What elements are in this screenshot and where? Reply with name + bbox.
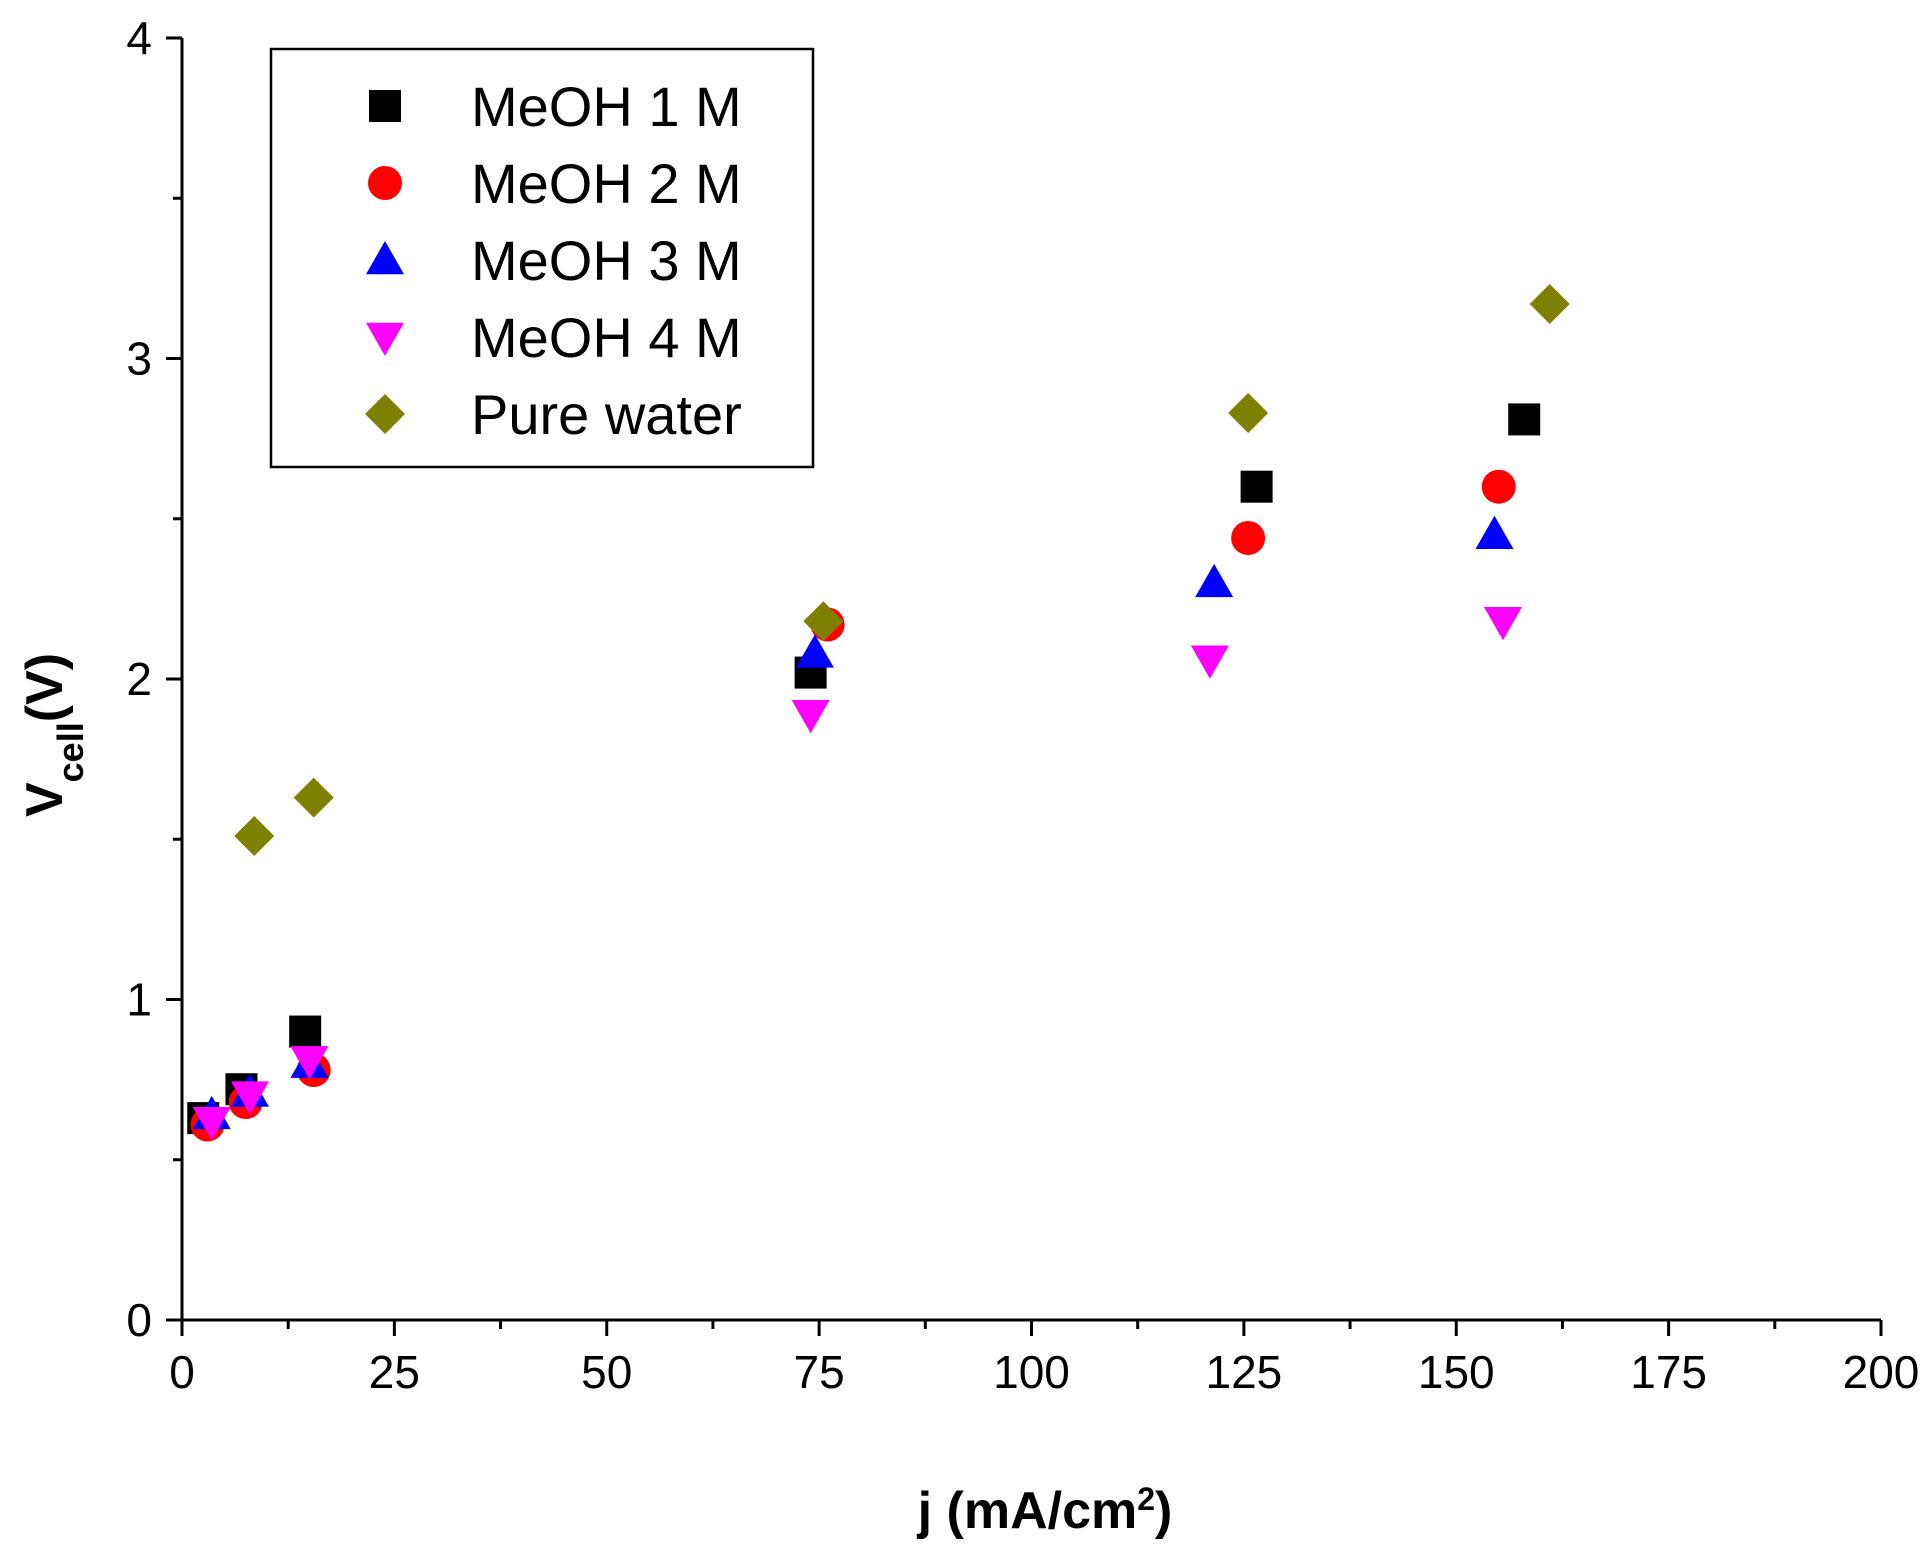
legend-marker xyxy=(365,394,405,434)
data-point xyxy=(1483,607,1522,641)
x-axis-title: j (mA/cm2) xyxy=(917,1481,1173,1540)
legend-marker xyxy=(368,166,402,200)
data-point xyxy=(803,601,844,642)
data-point xyxy=(230,1081,269,1115)
y-tick-label: 3 xyxy=(126,333,152,385)
legend-box xyxy=(269,47,815,469)
legend-marker xyxy=(366,322,404,356)
y-tick-label: 1 xyxy=(126,974,152,1026)
y-tick-label: 0 xyxy=(126,1294,152,1346)
legend: MeOH 1 M MeOH 2 M MeOH 3 M MeOH 4 M Pure wat… xyxy=(269,47,815,469)
legend-label: MeOH 4 M xyxy=(471,306,742,369)
data-point xyxy=(192,1107,231,1141)
legend-label: MeOH 3 M xyxy=(471,229,742,292)
data-markers xyxy=(187,284,1570,1142)
data-point xyxy=(1190,645,1229,679)
data-point xyxy=(791,700,830,734)
series-meoh-4-m xyxy=(192,607,1522,1141)
data-point xyxy=(1195,563,1234,598)
data-point xyxy=(1240,470,1273,503)
x-tick-label: 50 xyxy=(581,1346,632,1398)
data-point xyxy=(290,1046,329,1080)
legend-entry: MeOH 3 M xyxy=(366,229,742,292)
x-tick-label: 100 xyxy=(993,1346,1070,1398)
data-point xyxy=(1231,520,1266,555)
data-point xyxy=(1475,515,1514,550)
data-point xyxy=(1481,469,1516,504)
legend-label: MeOH 2 M xyxy=(471,152,742,215)
y-axis-title: Vcell(V) xyxy=(16,653,91,817)
x-tick-label: 125 xyxy=(1206,1346,1283,1398)
series-meoh-1-m xyxy=(187,403,1541,1135)
tick-labels: 0 25 50 75 100 125 150 175 200 0 1 2 3 4 xyxy=(126,12,1919,1398)
legend-entry: MeOH 2 M xyxy=(368,152,742,215)
series-pure-water xyxy=(234,284,1570,857)
legend-entries: MeOH 1 M MeOH 2 M MeOH 3 M MeOH 4 M Pure wat… xyxy=(365,75,742,446)
x-tick-label: 150 xyxy=(1418,1346,1495,1398)
data-point xyxy=(289,1015,322,1048)
y-tick-label: 2 xyxy=(126,653,152,705)
legend-entry: MeOH 4 M xyxy=(366,306,742,369)
x-tick-label: 0 xyxy=(169,1346,195,1398)
legend-entry: Pure water xyxy=(365,383,742,446)
x-tick-label: 200 xyxy=(1843,1346,1920,1398)
legend-label: Pure water xyxy=(471,383,742,446)
x-tick-label: 175 xyxy=(1630,1346,1707,1398)
data-point xyxy=(234,816,275,857)
data-point xyxy=(1529,284,1570,325)
data-point xyxy=(1508,403,1541,436)
axes xyxy=(166,36,1883,1336)
legend-marker xyxy=(366,241,404,275)
legend-entry: MeOH 1 M xyxy=(369,75,742,138)
series-meoh-2-m xyxy=(190,469,1516,1142)
legend-label: MeOH 1 M xyxy=(471,75,742,138)
data-point xyxy=(293,777,334,818)
x-tick-label: 25 xyxy=(369,1346,420,1398)
data-point xyxy=(1228,392,1269,433)
series-meoh-3-m xyxy=(192,515,1514,1130)
x-tick-label: 75 xyxy=(794,1346,845,1398)
y-tick-label: 4 xyxy=(126,12,152,64)
data-point xyxy=(795,634,834,668)
legend-marker xyxy=(369,90,401,122)
